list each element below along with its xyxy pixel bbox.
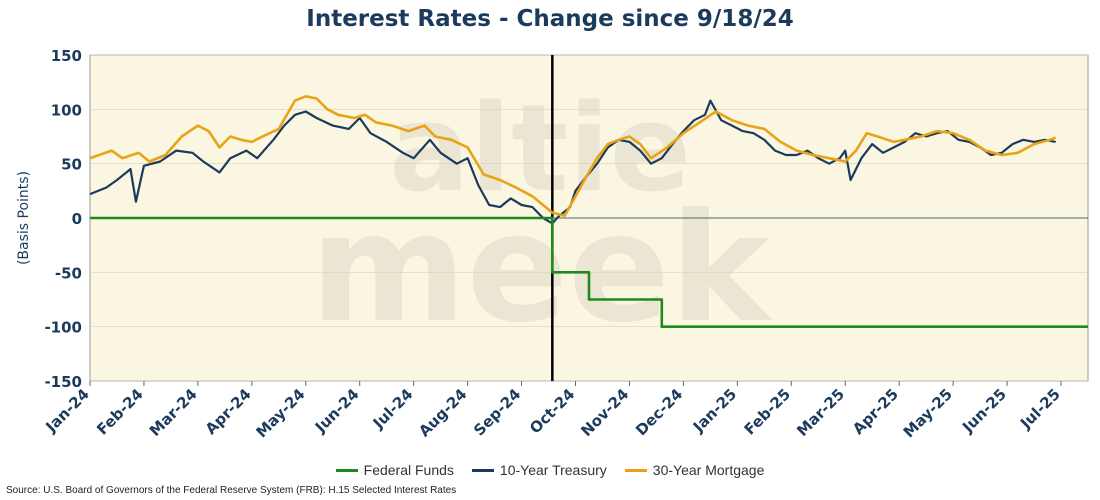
y-axis: 150 100 50 0 -50 -100 -150 (44, 47, 82, 391)
legend-swatch (471, 468, 494, 472)
x-tick-label: Apr-25 (849, 385, 902, 438)
x-tick-label: Apr-24 (202, 385, 255, 438)
y-tick-label: 50 (61, 156, 82, 174)
x-tick-label: Nov-24 (577, 385, 632, 440)
x-tick-label: Jun-25 (958, 385, 1010, 437)
x-tick-label: May-24 (252, 385, 308, 441)
svg-text:meek: meek (310, 182, 773, 356)
y-tick-label: -150 (44, 373, 82, 391)
y-tick-label: 100 (51, 101, 82, 119)
legend-label: 10-Year Treasury (499, 462, 607, 478)
x-tick-label: Aug-24 (415, 385, 470, 440)
x-tick-label: Oct-24 (526, 385, 578, 437)
series-line-30-year-mortgage (89, 95, 1057, 218)
x-tick-label: Jan-25 (689, 385, 740, 436)
y-axis-label: (Basis Points) (16, 171, 32, 265)
x-tick-label: Jul-25 (1016, 385, 1064, 433)
x-tick-label: Jun-24 (311, 385, 363, 437)
source-note: Source: U.S. Board of Governors of the F… (6, 485, 457, 496)
x-tick-label: Jan-24 (42, 385, 93, 436)
legend-item: 30-Year Mortgage (624, 462, 765, 478)
chart-title: Interest Rates - Change since 9/18/24 (306, 6, 794, 32)
x-tick-label: Dec-24 (632, 385, 686, 439)
x-tick-label: Sep-24 (470, 385, 524, 439)
y-tick-label: -50 (55, 264, 82, 282)
legend-swatch (335, 468, 358, 472)
y-tick-label: 0 (72, 210, 82, 228)
series-layer (89, 95, 1088, 328)
legend-label: 30-Year Mortgage (652, 462, 765, 478)
legend-label: Federal Funds (363, 462, 454, 478)
x-tick-label: Mar-24 (146, 385, 201, 440)
x-tick-label: Mar-25 (793, 385, 848, 440)
series-line-federal-funds (90, 216, 1088, 328)
svg-text:altie: altie (389, 80, 691, 219)
x-tick-label: Jul-24 (369, 385, 417, 433)
legend-swatch (624, 468, 647, 472)
series-line-10-year-treasury (89, 99, 1056, 225)
y-tick-label: -100 (44, 319, 82, 337)
y-tick-label: 150 (51, 47, 82, 65)
x-tick-label: Feb-24 (93, 385, 146, 438)
x-tick-label: May-25 (900, 385, 956, 441)
legend-item: 10-Year Treasury (471, 462, 607, 478)
x-tick-label: Feb-25 (741, 385, 794, 438)
legend-item: Federal Funds (335, 462, 454, 478)
legend: Federal Funds 10-Year Treasury 30-Year Mor… (0, 462, 1100, 478)
